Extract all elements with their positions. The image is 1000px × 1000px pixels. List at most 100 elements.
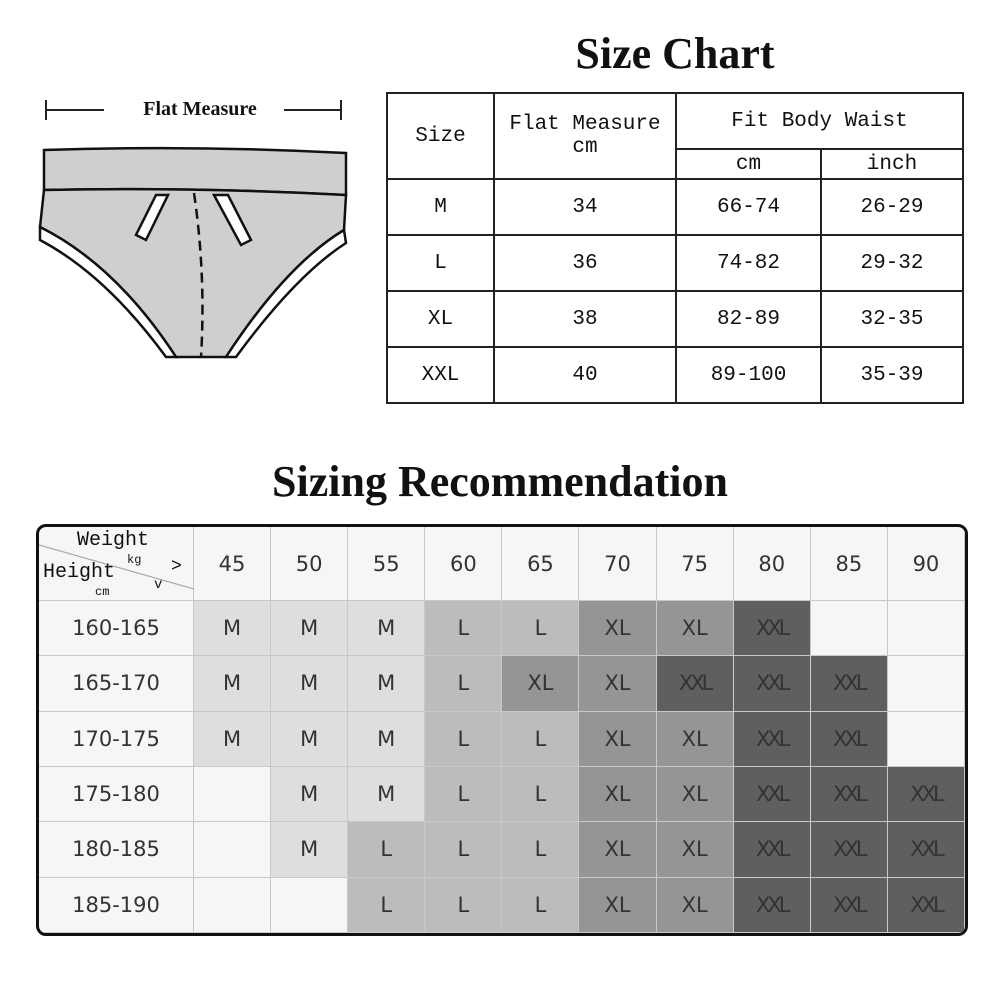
size-recommendation-cell: XL <box>579 766 657 823</box>
size-recommendation-cell: M <box>271 766 349 823</box>
size-recommendation-cell: M <box>348 656 426 712</box>
size-recommendation-cell: L <box>425 766 503 823</box>
size-recommendation-cell: M <box>348 711 426 767</box>
size-recommendation-cell: XL <box>656 822 734 878</box>
size-cell-cm: 66-74 <box>675 178 822 236</box>
size-recommendation-cell <box>887 711 965 767</box>
weight-header: 55 <box>348 527 426 601</box>
header-inch: inch <box>820 148 964 180</box>
size-recommendation-cell: XXL <box>887 877 965 933</box>
size-recommendation-cell: XL <box>579 656 657 712</box>
size-recommendation-cell: XXL <box>733 656 811 712</box>
size-recommendation-cell: XL <box>656 711 734 767</box>
height-header: 180-185 <box>39 822 194 878</box>
size-recommendation-cell: L <box>502 766 580 823</box>
size-recommendation-cell: XL <box>579 711 657 767</box>
size-recommendation-cell: XL <box>502 656 580 712</box>
size-recommendation-cell: XXL <box>733 711 811 767</box>
size-recommendation-cell: L <box>502 711 580 767</box>
size-recommendation-cell: L <box>502 822 580 878</box>
size-recommendation-cell: XXL <box>810 766 888 823</box>
sizing-recommendation-title: Sizing Recommendation <box>272 457 728 506</box>
header-flat-measure: Flat Measure cm <box>493 92 677 180</box>
size-recommendation-cell: L <box>348 877 426 933</box>
height-header: 185-190 <box>39 877 194 933</box>
size-recommendation-cell: XXL <box>810 822 888 878</box>
size-cell-inch: 35-39 <box>820 346 964 404</box>
size-cell-size: XXL <box>386 346 495 404</box>
briefs-illustration <box>38 100 348 359</box>
header-cm: cm <box>675 148 822 180</box>
size-cell-flat: 34 <box>493 178 677 236</box>
size-recommendation-cell: M <box>348 601 426 657</box>
size-chart-table: Size Flat Measure cm Fit Body Waist cm in… <box>386 92 964 404</box>
corner-header: Weight kg > Height cm v <box>39 527 194 601</box>
weight-header: 75 <box>656 527 734 601</box>
size-recommendation-cell: M <box>348 766 426 823</box>
size-row: XXL 40 89-100 35-39 <box>386 346 964 404</box>
size-recommendation-cell: L <box>425 601 503 657</box>
height-header: 175-180 <box>39 766 194 823</box>
height-header: 160-165 <box>39 601 194 657</box>
size-cell-cm: 74-82 <box>675 234 822 292</box>
size-recommendation-cell <box>887 601 965 657</box>
size-recommendation-cell <box>887 656 965 712</box>
size-cell-cm: 89-100 <box>675 346 822 404</box>
size-recommendation-cell <box>194 822 272 878</box>
weight-header: 85 <box>810 527 888 601</box>
size-recommendation-cell: XXL <box>733 601 811 657</box>
size-recommendation-cell: M <box>271 656 349 712</box>
size-cell-flat: 36 <box>493 234 677 292</box>
weight-header: 60 <box>425 527 503 601</box>
size-cell-size: M <box>386 178 495 236</box>
size-recommendation-cell: XL <box>579 877 657 933</box>
size-cell-cm: 82-89 <box>675 290 822 348</box>
size-recommendation-cell: XXL <box>733 822 811 878</box>
size-recommendation-cell: M <box>194 601 272 657</box>
size-cell-inch: 26-29 <box>820 178 964 236</box>
size-recommendation-cell <box>194 766 272 823</box>
size-recommendation-cell: XL <box>579 822 657 878</box>
size-recommendation-cell: XXL <box>810 656 888 712</box>
size-recommendation-cell: XL <box>656 877 734 933</box>
size-row: M 34 66-74 26-29 <box>386 178 964 236</box>
weight-header: 80 <box>733 527 811 601</box>
flat-measure-label: Flat Measure <box>143 98 257 120</box>
size-recommendation-cell: L <box>502 877 580 933</box>
size-cell-flat: 38 <box>493 290 677 348</box>
size-recommendation-cell: XXL <box>656 656 734 712</box>
height-header: 170-175 <box>39 711 194 767</box>
weight-header: 45 <box>194 527 272 601</box>
size-recommendation-cell <box>271 877 349 933</box>
size-recommendation-cell: XXL <box>733 766 811 823</box>
size-recommendation-cell <box>194 877 272 933</box>
size-recommendation-cell: XXL <box>887 766 965 823</box>
size-recommendation-cell: XL <box>656 766 734 823</box>
size-recommendation-cell: XXL <box>810 711 888 767</box>
weight-header: 65 <box>502 527 580 601</box>
size-recommendation-cell: L <box>425 711 503 767</box>
weight-header: 50 <box>271 527 349 601</box>
size-recommendation-cell: M <box>194 711 272 767</box>
size-cell-inch: 32-35 <box>820 290 964 348</box>
size-recommendation-cell: L <box>425 877 503 933</box>
size-recommendation-cell: XL <box>656 601 734 657</box>
size-recommendation-cell: XXL <box>733 877 811 933</box>
size-recommendation-cell: M <box>194 656 272 712</box>
size-recommendation-cell: XXL <box>810 877 888 933</box>
size-recommendation-cell <box>810 601 888 657</box>
header-size: Size <box>386 92 495 180</box>
size-recommendation-cell: M <box>271 822 349 878</box>
sizing-recommendation-table: Weight kg > Height cm v 45 50 55 60 65 70 75 80… <box>36 524 968 936</box>
size-cell-size: L <box>386 234 495 292</box>
size-recommendation-cell: L <box>348 822 426 878</box>
size-recommendation-cell: M <box>271 711 349 767</box>
weight-header: 90 <box>887 527 965 601</box>
size-row: L 36 74-82 29-32 <box>386 234 964 292</box>
size-chart-title: Size Chart <box>575 29 775 78</box>
header-fit-body-waist: Fit Body Waist <box>675 92 964 150</box>
size-recommendation-cell: XL <box>579 601 657 657</box>
height-header: 165-170 <box>39 656 194 712</box>
size-recommendation-cell: XXL <box>887 822 965 878</box>
size-recommendation-cell: L <box>425 656 503 712</box>
